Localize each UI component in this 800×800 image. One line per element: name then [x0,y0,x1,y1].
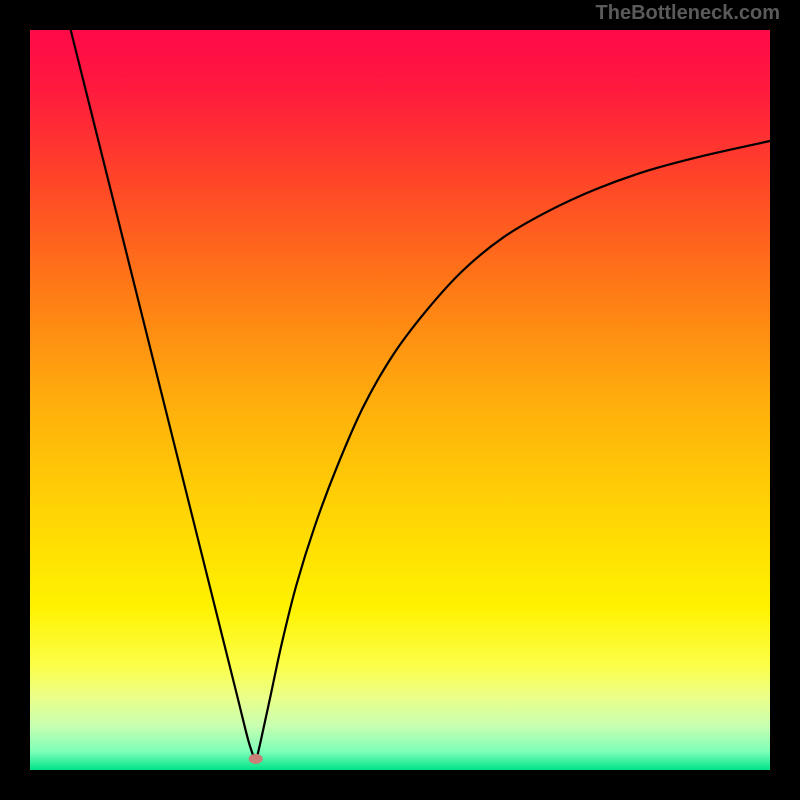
chart-svg [0,0,800,800]
minimum-marker [249,754,263,764]
plot-background [30,30,770,770]
watermark-text: TheBottleneck.com [596,2,780,25]
chart-container: TheBottleneck.com [0,0,800,800]
